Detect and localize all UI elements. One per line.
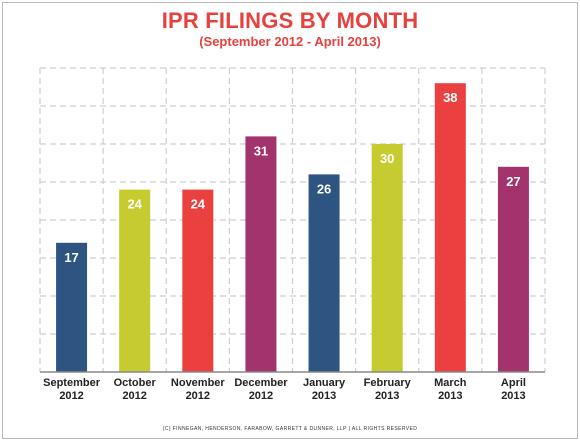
bar: [434, 83, 466, 372]
bar-value-label: 24: [127, 197, 142, 212]
x-tick-label: September: [43, 377, 101, 389]
bar-value-label: 26: [317, 181, 331, 196]
x-tick-label: December: [234, 377, 288, 389]
bar-value-label: 38: [443, 90, 457, 105]
bar-value-label: 17: [64, 250, 78, 265]
x-tick-label: 2013: [501, 390, 525, 402]
x-tick-label: November: [171, 377, 226, 389]
x-tick-label: April: [501, 377, 526, 389]
chart-title: IPR FILINGS BY MONTH: [161, 8, 419, 33]
x-tick-label: 2013: [375, 390, 399, 402]
x-tick-labels: September2012October2012November2012Dece…: [43, 377, 526, 402]
bar: [119, 189, 151, 372]
x-tick-label: 2012: [122, 390, 146, 402]
grid-lines: [39, 67, 546, 372]
x-tick-label: 2012: [249, 390, 273, 402]
x-tick-label: March: [434, 377, 467, 389]
data-labels: 17 24 24 31 26 30 38 27: [64, 90, 520, 265]
copyright-footer: (C) FINNEGAN, HENDERSON, FARABOW, GARRET…: [162, 426, 418, 432]
bar-value-label: 31: [254, 143, 268, 158]
bar: [245, 136, 277, 372]
bar-value-label: 30: [380, 151, 394, 166]
x-tick-label: October: [114, 377, 157, 389]
bar-value-label: 27: [506, 174, 520, 189]
bar: [182, 189, 214, 372]
bar: [371, 144, 403, 372]
x-tick-label: 2012: [59, 390, 83, 402]
x-tick-label: January: [303, 377, 346, 389]
bar: [308, 174, 340, 372]
x-tick-label: 2013: [312, 390, 336, 402]
chart-subtitle: (September 2012 - April 2013): [199, 34, 381, 49]
bar: [56, 242, 88, 372]
bar: [497, 166, 529, 372]
bars: [56, 83, 529, 372]
x-tick-label: February: [364, 377, 412, 389]
x-tick-label: 2013: [438, 390, 462, 402]
x-tick-label: 2012: [186, 390, 210, 402]
bar-value-label: 24: [191, 197, 206, 212]
